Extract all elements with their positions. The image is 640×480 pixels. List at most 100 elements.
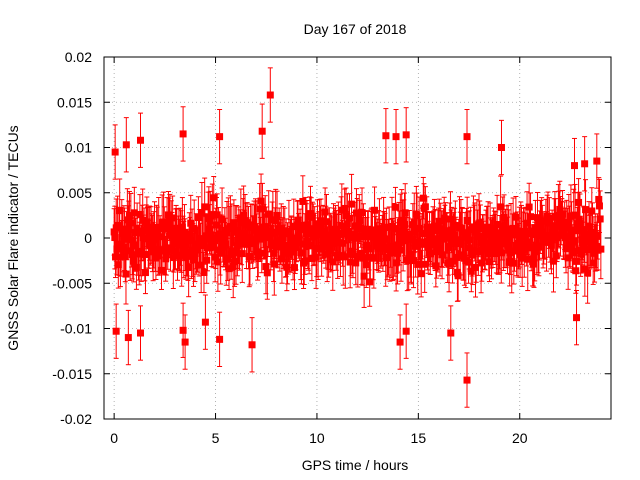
marker [435,217,443,225]
marker [479,237,487,245]
marker [270,249,278,257]
marker [524,238,532,246]
marker [138,229,146,237]
x-tick-labels: 0 5 10 15 20 [110,430,527,446]
x-tick-label: 20 [512,430,528,446]
marker [366,278,374,286]
marker [246,253,254,261]
marker [164,211,172,219]
data-point [141,251,149,295]
marker [371,206,379,214]
data-point-outlier [593,133,601,189]
data-point-outlier [266,67,274,123]
data-point-outlier [382,108,390,164]
marker [308,254,316,262]
marker [201,318,209,326]
marker [423,223,431,231]
marker [312,253,320,261]
marker [172,224,180,232]
marker [418,240,426,248]
marker [573,227,581,235]
marker [571,211,579,219]
marker [572,257,580,265]
marker [179,130,187,138]
marker [127,219,135,227]
marker [535,243,543,251]
marker [562,245,570,253]
marker [201,203,209,211]
marker [554,231,562,239]
marker [128,251,136,259]
marker [463,133,471,141]
marker [417,270,425,278]
marker [503,225,511,233]
marker [345,227,353,235]
marker [465,258,473,266]
marker [170,240,178,248]
marker [468,247,476,255]
marker [360,272,368,280]
marker [194,214,202,222]
marker [230,219,238,227]
marker [225,265,233,273]
marker [397,246,405,254]
marker [198,209,206,217]
marker [446,231,454,239]
marker [589,259,597,267]
data-point-outlier [497,119,505,176]
marker [132,241,140,249]
marker [477,259,485,267]
y-tick-label: 0.01 [65,140,92,156]
marker [556,205,564,213]
marker [167,225,175,233]
marker [358,209,366,217]
marker [447,329,455,337]
marker [302,230,310,238]
marker [531,224,539,232]
marker [300,257,308,265]
marker [596,215,604,223]
marker [401,209,409,217]
marker [151,246,159,254]
marker [504,241,512,249]
marker [125,212,133,220]
marker [320,239,328,247]
marker [214,258,222,266]
marker [352,259,360,267]
marker [233,226,241,234]
marker [335,230,343,238]
marker [185,263,193,271]
marker [512,213,520,221]
marker [355,233,363,241]
x-tick-label: 0 [110,430,118,446]
marker [444,244,452,252]
marker [228,222,236,230]
marker [415,224,423,232]
marker [575,198,583,206]
data-layer [110,67,605,408]
marker [400,227,408,235]
marker [276,243,284,251]
marker [357,249,365,257]
marker [570,162,578,170]
marker [423,237,431,245]
data-point-outlier [111,124,119,180]
marker [463,376,471,384]
marker [520,245,528,253]
data-point-outlier [402,303,410,359]
marker [595,202,603,210]
marker [210,194,218,202]
marker [547,241,555,249]
y-tick-labels: -0.02 -0.015 -0.01 -0.005 0 0.005 0.01 0.015 0.0… [52,49,92,427]
marker [323,250,331,258]
marker [408,235,416,243]
marker [304,237,312,245]
marker [293,221,301,229]
marker [392,133,400,141]
marker [185,230,193,238]
data-point-outlier [137,112,145,168]
marker [217,249,225,257]
marker [290,264,298,272]
marker [178,251,186,259]
marker [500,213,508,221]
